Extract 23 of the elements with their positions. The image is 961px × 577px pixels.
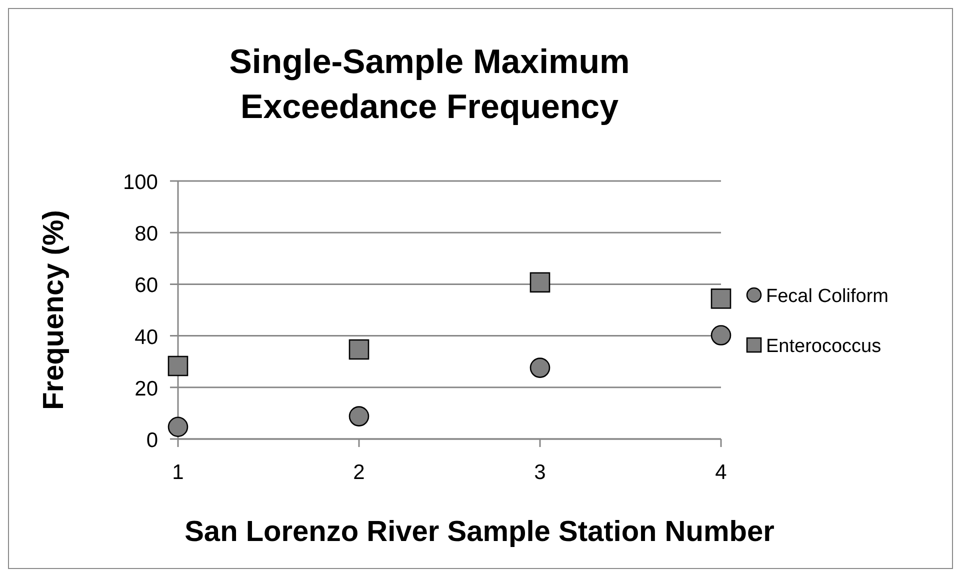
y-tick-label: 60: [134, 274, 158, 298]
chart-title: Single-Sample Maximum Exceedance Frequency: [229, 43, 630, 126]
point: [348, 339, 370, 360]
y-tick-label: 0: [146, 429, 158, 452]
y-tick-label: 80: [134, 222, 158, 246]
point: [530, 358, 550, 378]
x-tick-label: 4: [715, 461, 728, 484]
point: [168, 416, 188, 438]
x-tick-label: 3: [534, 461, 546, 484]
point: [530, 272, 550, 293]
y-axis-title: Frequency (%): [38, 210, 70, 410]
x-tick-label: 2: [353, 461, 365, 484]
y-tick-label: 40: [134, 326, 158, 349]
point: [168, 356, 188, 376]
legend-label: Fecal Coliform: [766, 286, 888, 307]
y-tick-label: 20: [134, 377, 158, 400]
x-tick-label: 1: [172, 461, 184, 484]
point: [710, 325, 732, 346]
x-axis-title: San Lorenzo River Sample Station Number: [184, 516, 774, 548]
point: [710, 288, 732, 309]
y-tick-label: 100: [122, 171, 158, 194]
point: [348, 406, 370, 426]
legend-label: Enterococcus: [766, 336, 882, 357]
